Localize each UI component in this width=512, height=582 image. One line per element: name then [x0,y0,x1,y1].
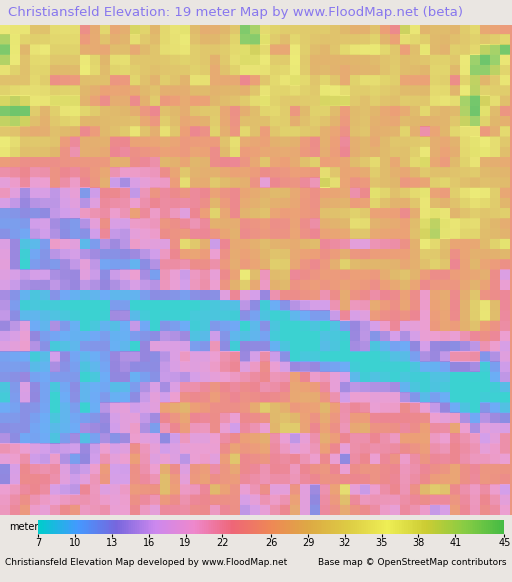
Text: meter: meter [9,522,38,532]
Text: Christiansfeld Elevation: 19 meter Map by www.FloodMap.net (beta): Christiansfeld Elevation: 19 meter Map b… [8,6,463,19]
Text: Christiansfeld Elevation Map developed by www.FloodMap.net: Christiansfeld Elevation Map developed b… [5,558,287,567]
Text: Base map © OpenStreetMap contributors: Base map © OpenStreetMap contributors [318,558,507,567]
